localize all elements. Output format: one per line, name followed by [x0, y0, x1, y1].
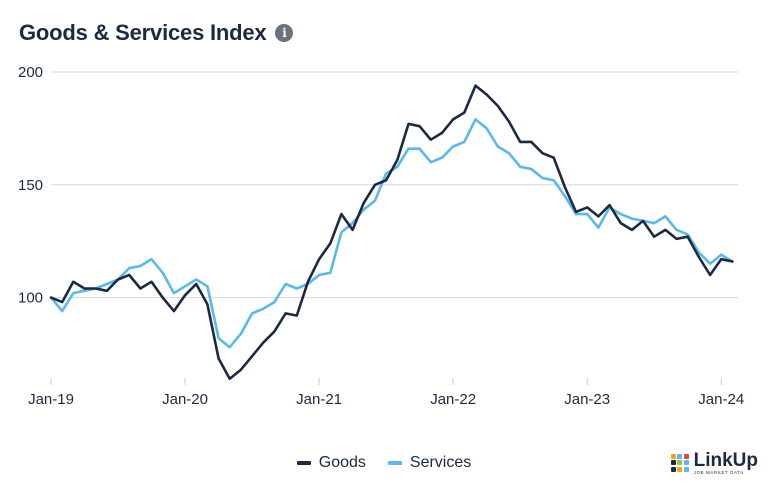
- logo-square: [683, 453, 689, 459]
- logo-square: [670, 460, 676, 466]
- logo-square: [677, 466, 683, 472]
- logo-square: [670, 466, 676, 472]
- linkup-logo-mark: [670, 453, 689, 472]
- x-tick-label-2020-01: Jan-20: [162, 391, 208, 408]
- legend-item-goods[interactable]: Goods: [296, 454, 366, 472]
- gridlines: [51, 71, 738, 299]
- series-line-services: [49, 118, 734, 349]
- y-tick-label-200: 200: [18, 64, 43, 81]
- logo-square: [670, 453, 676, 459]
- x-axis: Jan-19 Jan-20 Jan-21 Jan-22 Jan-23 Jan-24: [28, 378, 744, 408]
- chart-title: Goods & Services Index: [19, 20, 267, 45]
- x-tick-label-2023-01: Jan-23: [564, 391, 610, 408]
- line-chart: 100 150 200 Jan-19 Jan-20 Jan-21 Jan-22 Jan-23…: [18, 64, 744, 408]
- legend-swatch-services: [387, 461, 402, 465]
- brand-tagline: JOB MARKET DATA: [693, 469, 744, 475]
- legend-swatch-goods: [296, 461, 311, 465]
- series-line-goods: [49, 84, 734, 381]
- logo-square: [677, 460, 683, 466]
- linkup-logo: LinkUp JOB MARKET DATA: [670, 449, 758, 476]
- chart-header: Goods & Services Index i: [19, 20, 294, 46]
- legend: Goods Services: [0, 454, 768, 472]
- brand-name: LinkUp: [693, 449, 758, 471]
- y-axis-ticks: 100 150 200: [18, 64, 43, 307]
- legend-label-goods: Goods: [318, 454, 366, 471]
- logo-square: [683, 460, 689, 466]
- legend-item-services[interactable]: Services: [387, 454, 472, 472]
- logo-square: [683, 466, 689, 472]
- y-tick-label-150: 150: [18, 177, 43, 194]
- info-icon[interactable]: i: [275, 24, 294, 42]
- x-tick-label-2019-01: Jan-19: [28, 391, 74, 408]
- series-lines: [49, 84, 734, 381]
- logo-square: [677, 453, 683, 459]
- x-tick-label-2024-01: Jan-24: [698, 391, 744, 408]
- legend-label-services: Services: [409, 454, 472, 471]
- x-tick-label-2021-01: Jan-21: [296, 391, 342, 408]
- x-tick-label-2022-01: Jan-22: [430, 391, 476, 408]
- y-tick-label-100: 100: [18, 290, 43, 307]
